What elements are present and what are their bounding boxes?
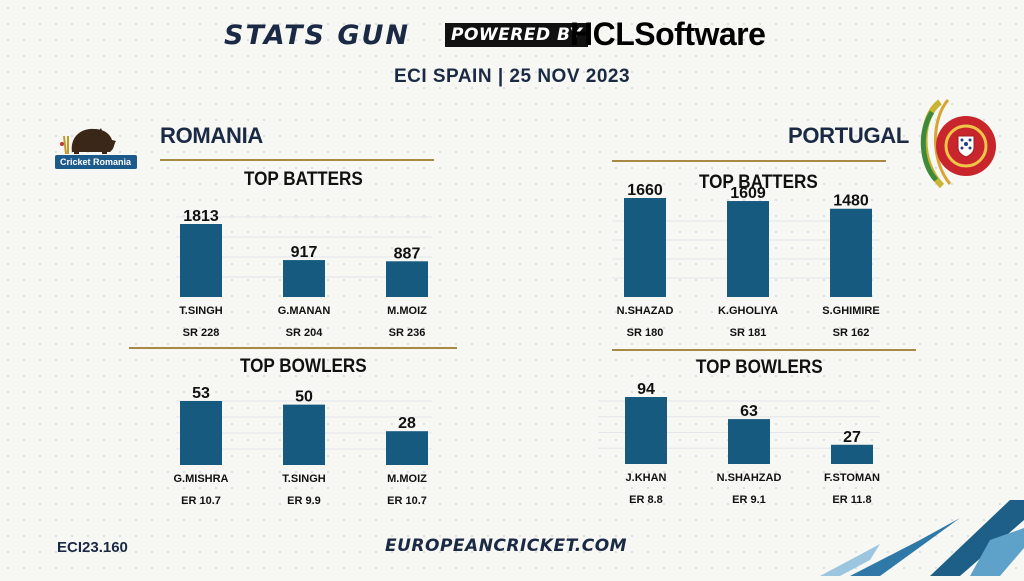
graphic-code: ECI23.160 — [57, 539, 128, 556]
cricket-romania-logo-text: Cricket Romania — [60, 157, 132, 167]
bar-jkhan — [625, 397, 667, 464]
rate-label: SR 181 — [730, 327, 767, 339]
rate-label: SR 228 — [183, 327, 220, 339]
bar-kgholiya — [727, 201, 769, 297]
brand-stats-gun: STATS GUN — [224, 20, 411, 51]
bar-nshazad — [624, 198, 666, 297]
team-name-romania: ROMANIA — [160, 123, 264, 148]
category-label: T.SINGH — [179, 305, 222, 317]
data-label: 94 — [637, 381, 655, 398]
category-label: N.SHAHZAD — [717, 472, 782, 484]
data-label: 1813 — [183, 208, 219, 225]
rate-label: ER 9.9 — [287, 495, 321, 507]
portugal-crest-icon — [920, 99, 996, 189]
bar-gmishra — [180, 401, 222, 465]
rate-label: ER 9.1 — [732, 494, 766, 506]
website-url[interactable]: EUROPEANCRICKET.COM — [385, 536, 628, 556]
category-label: J.KHAN — [626, 472, 667, 484]
category-label: N.SHAZAD — [617, 305, 674, 317]
data-label: 1660 — [627, 182, 663, 199]
bar-tsingh — [180, 224, 222, 297]
data-label: 1480 — [833, 193, 869, 210]
bar-mmoiz — [386, 261, 428, 297]
rate-label: SR 204 — [286, 327, 324, 339]
portugal-cricket-logo — [914, 96, 1006, 192]
team-name-portugal: PORTUGAL — [788, 123, 910, 148]
rate-label: ER 8.8 — [629, 494, 663, 506]
portugal-header-rule — [612, 160, 886, 162]
rate-label: SR 180 — [627, 327, 664, 339]
category-label: S.GHIMIRE — [822, 305, 879, 317]
rate-label: ER 11.8 — [832, 494, 871, 506]
bar-fstoman — [831, 444, 873, 464]
romania-top-batters-title: TOP BATTERS — [244, 169, 363, 190]
data-label: 1609 — [730, 185, 766, 202]
category-label: M.MOIZ — [387, 305, 427, 317]
category-label: M.MOIZ — [387, 473, 427, 485]
rate-label: SR 162 — [833, 327, 870, 339]
category-label: K.GHOLIYA — [718, 305, 778, 317]
bear-icon — [55, 128, 137, 169]
portugal-top-batters-title: TOP BATTERS — [699, 172, 818, 193]
data-label: 27 — [843, 429, 861, 446]
bar-sghimire — [830, 208, 872, 297]
bar-tsingh — [283, 404, 325, 465]
rate-label: ER 10.7 — [387, 495, 427, 507]
brand-powered-by: POWERED BY — [445, 23, 589, 47]
match-subtitle: ECI SPAIN | 25 NOV 2023 — [393, 66, 631, 87]
category-label: F.STOMAN — [824, 472, 880, 484]
bar-gmanan — [283, 260, 325, 297]
rate-label: ER 10.7 — [181, 495, 221, 507]
cricket-romania-logo: Cricket Romania — [54, 124, 138, 172]
corner-stripes-decoration — [760, 500, 1024, 576]
data-label: 53 — [192, 385, 210, 402]
rate-label: SR 236 — [389, 327, 426, 339]
data-label: 887 — [394, 245, 421, 262]
portugal-top-bowlers-title: TOP BOWLERS — [696, 357, 823, 378]
bar-mmoiz — [386, 431, 428, 465]
bar-nshahzad — [728, 419, 770, 464]
header: STATS GUN POWERED BY HCLSoftware — [0, 14, 1024, 58]
brand-hcl-software: HCLSoftware — [570, 16, 766, 52]
category-label: G.MANAN — [278, 305, 331, 317]
portugal-divider-rule — [612, 349, 916, 351]
data-label: 50 — [295, 389, 313, 406]
data-label: 28 — [398, 415, 416, 432]
category-label: T.SINGH — [282, 473, 325, 485]
romania-header-rule — [160, 159, 434, 161]
data-label: 63 — [740, 403, 758, 420]
romania-top-bowlers-title: TOP BOWLERS — [240, 356, 367, 377]
category-label: G.MISHRA — [174, 473, 229, 485]
romania-divider-rule — [129, 347, 457, 349]
data-label: 917 — [291, 244, 318, 261]
